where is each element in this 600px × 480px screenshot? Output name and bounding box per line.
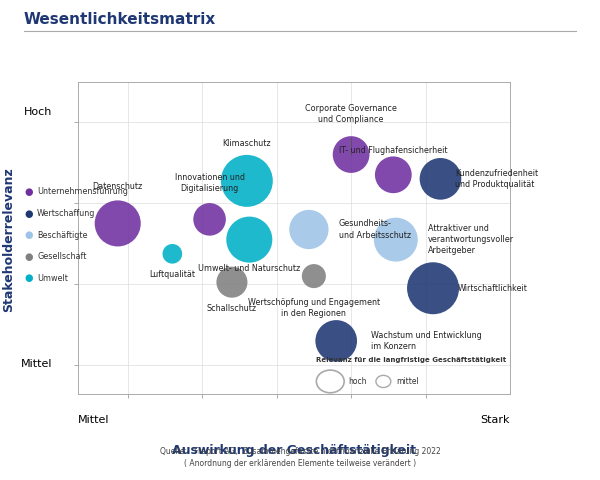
Text: ●: ● xyxy=(24,187,32,197)
Text: Stark: Stark xyxy=(481,416,510,425)
Point xyxy=(391,236,401,243)
Point xyxy=(227,278,237,286)
Text: Wachstum und Entwicklung
im Konzern: Wachstum und Entwicklung im Konzern xyxy=(371,331,482,351)
Text: Hoch: Hoch xyxy=(24,107,52,117)
Text: Umwelt: Umwelt xyxy=(37,274,68,283)
Text: Attraktiver und
verantwortungsvoller
Arbeitgeber: Attraktiver und verantwortungsvoller Arb… xyxy=(428,224,514,255)
Point xyxy=(242,177,251,185)
Text: Quelle:   Fraport AG,  Zusammengefasste nichtfinanzielle Erklärung 2022
( Anordn: Quelle: Fraport AG, Zusammengefasste nic… xyxy=(160,446,440,468)
Text: ●: ● xyxy=(24,252,32,262)
Text: Unternehmensführung: Unternehmensführung xyxy=(37,188,128,196)
Text: ●: ● xyxy=(24,274,32,283)
Text: Gesundheits-
und Arbeitsschutz: Gesundheits- und Arbeitsschutz xyxy=(338,219,411,240)
Point xyxy=(304,226,314,233)
Text: Auswirkung der Geschäftstätigkeit: Auswirkung der Geschäftstätigkeit xyxy=(172,444,416,456)
Text: ●: ● xyxy=(24,209,32,218)
Text: Stakeholderrelevanz: Stakeholderrelevanz xyxy=(2,168,16,312)
Text: ●: ● xyxy=(24,230,32,240)
Point xyxy=(436,175,445,183)
Text: Mittel: Mittel xyxy=(78,416,110,425)
Point xyxy=(113,219,122,227)
Point xyxy=(245,236,254,243)
Text: Beschäftigte: Beschäftigte xyxy=(37,231,88,240)
Text: Klimaschutz: Klimaschutz xyxy=(223,140,271,148)
Text: hoch: hoch xyxy=(349,377,367,386)
Text: Mittel: Mittel xyxy=(20,359,52,369)
Text: mittel: mittel xyxy=(396,377,419,386)
Text: IT- und Flughafensicherheit: IT- und Flughafensicherheit xyxy=(339,145,448,155)
Text: Wesentlichkeitsmatrix: Wesentlichkeitsmatrix xyxy=(24,12,216,27)
Point xyxy=(389,171,398,179)
Text: Schallschutz: Schallschutz xyxy=(207,304,257,313)
Point xyxy=(309,272,319,280)
Text: Luftqualität: Luftqualität xyxy=(149,270,196,279)
Text: Wertschaffung: Wertschaffung xyxy=(37,209,95,218)
Text: Umwelt- und Naturschutz: Umwelt- und Naturschutz xyxy=(198,264,301,273)
Point xyxy=(331,337,341,345)
Point xyxy=(167,250,177,258)
Text: Datenschutz: Datenschutz xyxy=(92,182,143,191)
Text: Wirtschaftlichkeit: Wirtschaftlichkeit xyxy=(458,284,528,293)
Text: Innovationen und
Digitalisierung: Innovationen und Digitalisierung xyxy=(175,173,245,193)
Text: Wertschöpfung und Engagement
in den Regionen: Wertschöpfung und Engagement in den Regi… xyxy=(248,299,380,318)
Text: Relevanz für die langfristige Geschäftstätigkeit: Relevanz für die langfristige Geschäftst… xyxy=(316,357,506,363)
Point xyxy=(428,285,438,292)
Text: Kundenzufriedenheit
und Produktqualität: Kundenzufriedenheit und Produktqualität xyxy=(455,169,539,189)
Text: Corporate Governance
und Compliance: Corporate Governance und Compliance xyxy=(305,104,397,124)
Text: Gesellschaft: Gesellschaft xyxy=(37,252,86,261)
Point xyxy=(346,151,356,158)
Point xyxy=(205,216,214,223)
